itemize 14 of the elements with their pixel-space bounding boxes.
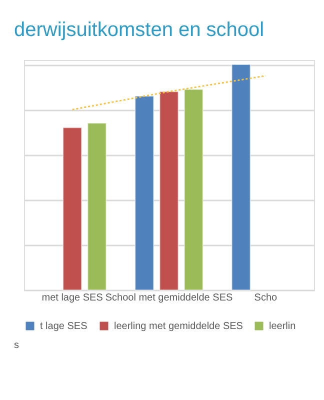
x-tick-label: Scho [254, 292, 278, 304]
bar [62, 127, 82, 290]
bar [231, 64, 251, 290]
legend-label: leerling met gemiddelde SES [114, 321, 244, 332]
legend-label: t lage SES [40, 321, 88, 332]
x-tick-label: met lage SES [42, 292, 104, 304]
x-tick-label: School met gemiddelde SES [105, 292, 233, 304]
legend-label: leerlin [269, 321, 296, 332]
chart-title: derwijsuitkomsten en school [14, 19, 264, 41]
bar [184, 88, 204, 290]
bar [159, 91, 179, 290]
text: s [14, 340, 19, 351]
bar [134, 96, 154, 290]
bar [87, 122, 107, 290]
